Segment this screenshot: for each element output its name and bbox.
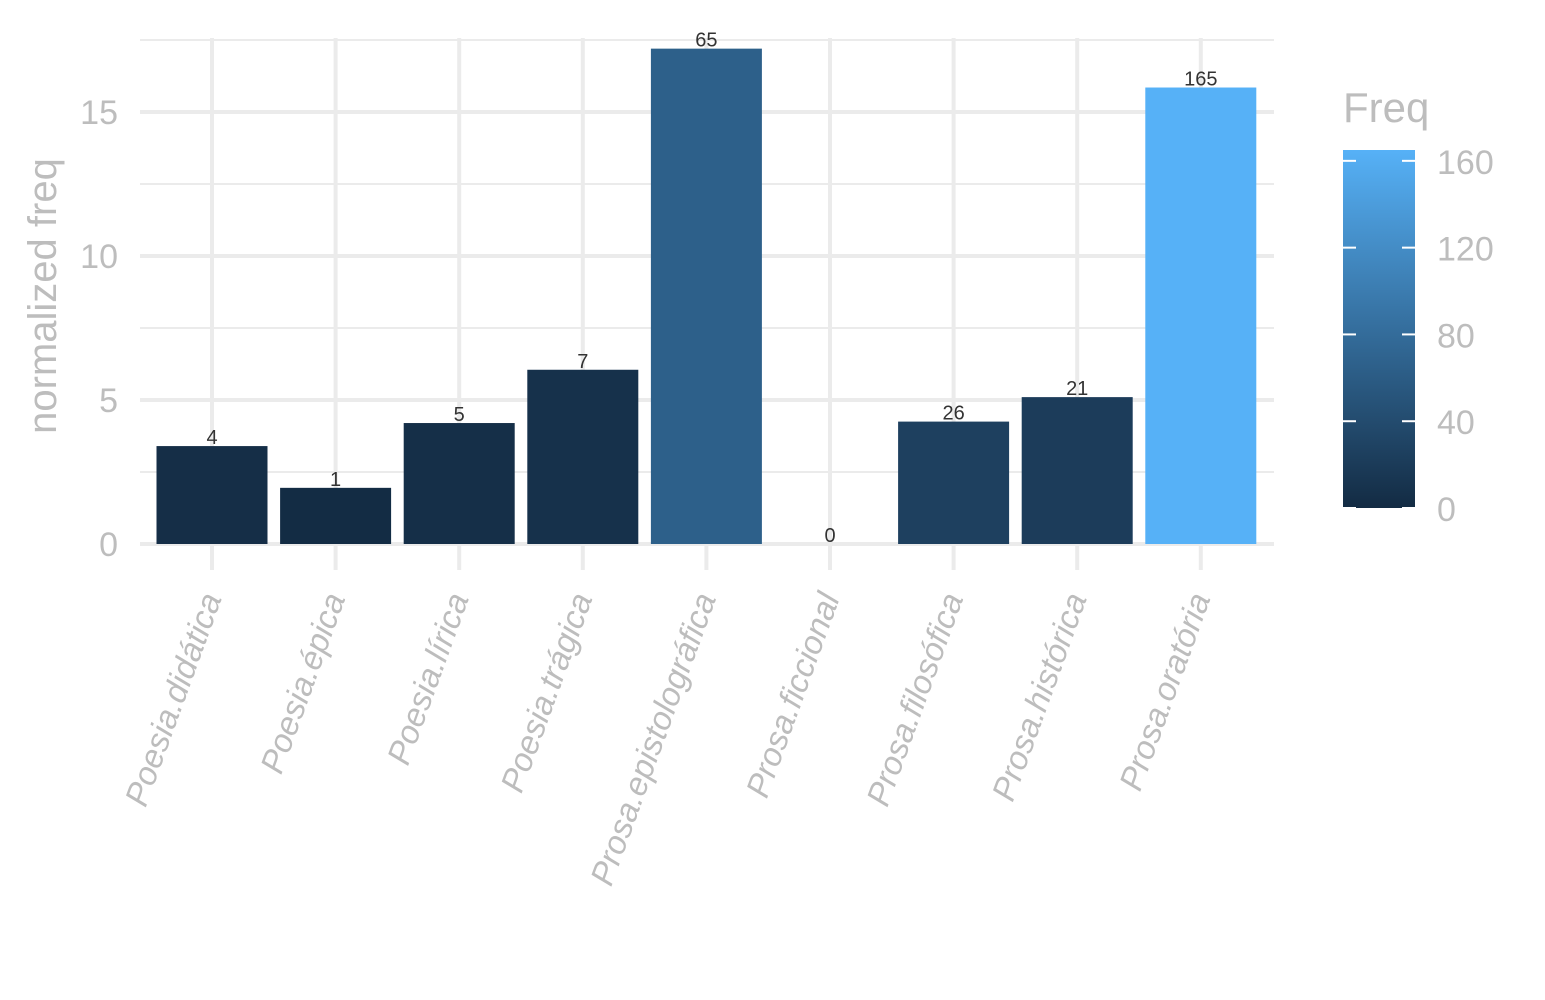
x-tick-label: Poesia.épica xyxy=(253,588,352,778)
bar xyxy=(527,369,639,544)
data-label: 1 xyxy=(330,469,341,491)
x-tick-label: Poesia.lírica xyxy=(380,588,476,770)
data-label: 0 xyxy=(824,525,835,547)
y-axis-title: normalized freq xyxy=(21,158,65,434)
data-label: 65 xyxy=(695,30,717,52)
data-label: 4 xyxy=(206,427,217,449)
x-tick-label: Prosa.filosófica xyxy=(859,588,970,811)
colorbar-tick-label: 160 xyxy=(1437,144,1494,182)
colorbar-tick-label: 40 xyxy=(1437,404,1475,442)
y-axis: 0 5 10 15 xyxy=(80,94,118,564)
bar xyxy=(280,487,392,544)
x-tick-label: Prosa.epistolográfica xyxy=(583,588,723,890)
data-label: 165 xyxy=(1184,69,1217,91)
bar xyxy=(650,48,762,544)
bar xyxy=(1145,87,1257,545)
x-axis: Poesia.didática Poesia.épica Poesia.lírica… xyxy=(117,586,1217,890)
legend-title: Freq xyxy=(1343,84,1429,131)
data-label: 7 xyxy=(577,351,588,373)
x-tick-label: Poesia.didática xyxy=(117,588,228,811)
data-label: 21 xyxy=(1066,378,1088,400)
x-tick-label: Poesia.trágica xyxy=(493,588,599,797)
data-label: 5 xyxy=(454,404,465,426)
y-tick-label: 0 xyxy=(99,526,118,564)
bar xyxy=(156,446,268,544)
colorbar-tick-label: 0 xyxy=(1437,491,1456,529)
colorbar-ticks: 0 40 80 120 160 xyxy=(1343,144,1494,529)
data-label: 26 xyxy=(942,403,964,425)
y-tick-label: 5 xyxy=(99,382,118,420)
legend: Freq 0 40 80 120 160 xyxy=(1343,84,1494,529)
colorbar xyxy=(1343,150,1415,508)
x-tick-label: Prosa.oratória xyxy=(1112,588,1218,795)
y-tick-label: 10 xyxy=(80,238,118,276)
bar xyxy=(403,423,515,544)
bar xyxy=(898,421,1010,544)
bar xyxy=(1021,397,1133,544)
data-labels: 4 1 5 7 65 0 26 21 165 xyxy=(206,30,1217,547)
y-tick-label: 15 xyxy=(80,94,118,132)
x-tick-label: Prosa.ficcional xyxy=(738,586,847,802)
bars xyxy=(156,48,1257,545)
x-tick-label: Prosa.histórica xyxy=(984,588,1093,806)
colorbar-tick-label: 80 xyxy=(1437,317,1475,355)
colorbar-tick-label: 120 xyxy=(1437,231,1494,269)
